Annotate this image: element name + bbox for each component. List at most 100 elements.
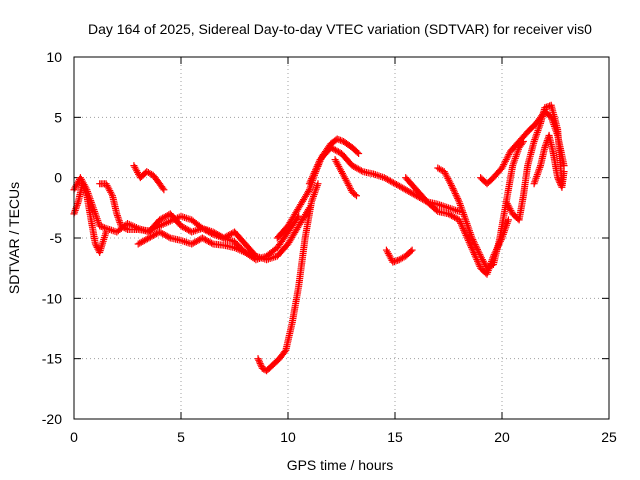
data-point-trail (157, 181, 167, 192)
data-point-trail (179, 213, 194, 223)
data-point-trail (548, 103, 561, 132)
data-point (333, 135, 341, 143)
x-tick-label: 15 (387, 429, 403, 445)
data-point-trail (531, 121, 544, 144)
data-point (305, 180, 313, 188)
data-point-trail (446, 204, 461, 215)
data-point (113, 210, 121, 218)
data-point-trail (531, 163, 544, 186)
data-point-trail (550, 151, 561, 180)
data-point-trail (441, 169, 454, 186)
data-point (198, 224, 206, 232)
series-arc-f (254, 180, 322, 375)
series-arc-e (130, 162, 168, 194)
data-point-trail (119, 223, 130, 233)
data-point (91, 240, 99, 248)
data-point-trail (403, 187, 419, 199)
data-point-trail (277, 348, 289, 361)
data-point-trail (403, 175, 419, 192)
data-point-trail (447, 181, 462, 204)
data-point-trail (296, 187, 312, 210)
data-point-trail (435, 165, 447, 175)
data-point (134, 240, 142, 248)
data-point-trail (328, 144, 344, 157)
data-point-trail (345, 181, 355, 194)
x-tick-label: 20 (494, 429, 510, 445)
data-point-trail (285, 205, 302, 228)
series-arc-c (96, 180, 303, 264)
data-point-trail (306, 157, 323, 186)
data-point-trail (104, 225, 119, 235)
data-point (560, 168, 568, 176)
data-point-trail (338, 169, 351, 186)
data-point (541, 144, 549, 151)
series-arc-o (530, 131, 568, 191)
data-point-trail (274, 230, 291, 250)
data-point-trail (383, 248, 396, 264)
data-point-trail (157, 218, 173, 229)
data-point (447, 180, 455, 188)
data-point-trail (260, 365, 269, 374)
data-point-trail (83, 194, 95, 222)
data-point (380, 174, 388, 182)
data-point-trail (301, 200, 315, 240)
data-point-trail (285, 224, 302, 246)
data-point-trail (90, 206, 103, 228)
data-point-trail (289, 284, 302, 325)
data-point (177, 222, 185, 230)
data-point-trail (200, 235, 216, 247)
data-point (498, 164, 506, 172)
data-point-trail (335, 136, 346, 145)
y-tick-label: -15 (42, 351, 62, 367)
data-point-trail (136, 235, 151, 247)
data-point-trail (403, 247, 415, 259)
data-point-trail (264, 245, 280, 259)
data-point (468, 234, 476, 242)
series-arc-m (477, 107, 568, 188)
tick-labels: 0 5 10 15 20 25 -20 -15 -10 -5 0 5 10 (42, 49, 617, 445)
data-point-trail (96, 230, 110, 255)
data-point-trail (508, 139, 522, 154)
series-arc-i (331, 156, 360, 200)
data-point (156, 228, 164, 236)
data-point-trail (232, 244, 247, 256)
data-point-trail (113, 212, 124, 228)
data-point-trail (462, 218, 475, 240)
data-point-trail (503, 200, 516, 216)
data-point-trail (222, 235, 237, 245)
data-point-trail (382, 175, 397, 187)
data-points (70, 101, 568, 375)
data-point-trail (414, 187, 430, 204)
data-point-trail (467, 242, 484, 270)
data-point (327, 144, 335, 151)
data-point (254, 355, 262, 363)
data-point-trail (390, 256, 402, 266)
data-point-trail (499, 149, 514, 170)
data-point-trail (264, 362, 276, 374)
data-point (355, 150, 363, 158)
data-point-trail (144, 169, 156, 178)
data-point (352, 192, 360, 200)
data-point-trail (520, 163, 531, 198)
data-point-trail (469, 236, 484, 258)
data-point (344, 180, 352, 188)
data-point (402, 186, 410, 194)
x-tick-label: 25 (601, 429, 617, 445)
data-point-trail (87, 218, 99, 246)
data-point-trail (189, 217, 205, 231)
data-point-trail (478, 265, 490, 277)
data-point (408, 246, 416, 254)
data-point-trail (83, 188, 97, 210)
data-point-trail (509, 145, 522, 168)
y-tick-label: 5 (54, 109, 62, 125)
data-point-trail (157, 229, 173, 241)
data-point (541, 104, 549, 112)
data-point-trail (484, 175, 496, 186)
data-point-trail (424, 199, 440, 214)
data-point-trail (436, 201, 451, 211)
data-point-trail (332, 157, 345, 174)
data-point-trail (243, 249, 258, 259)
data-point-trail (350, 162, 365, 175)
data-point-trail (150, 173, 163, 186)
